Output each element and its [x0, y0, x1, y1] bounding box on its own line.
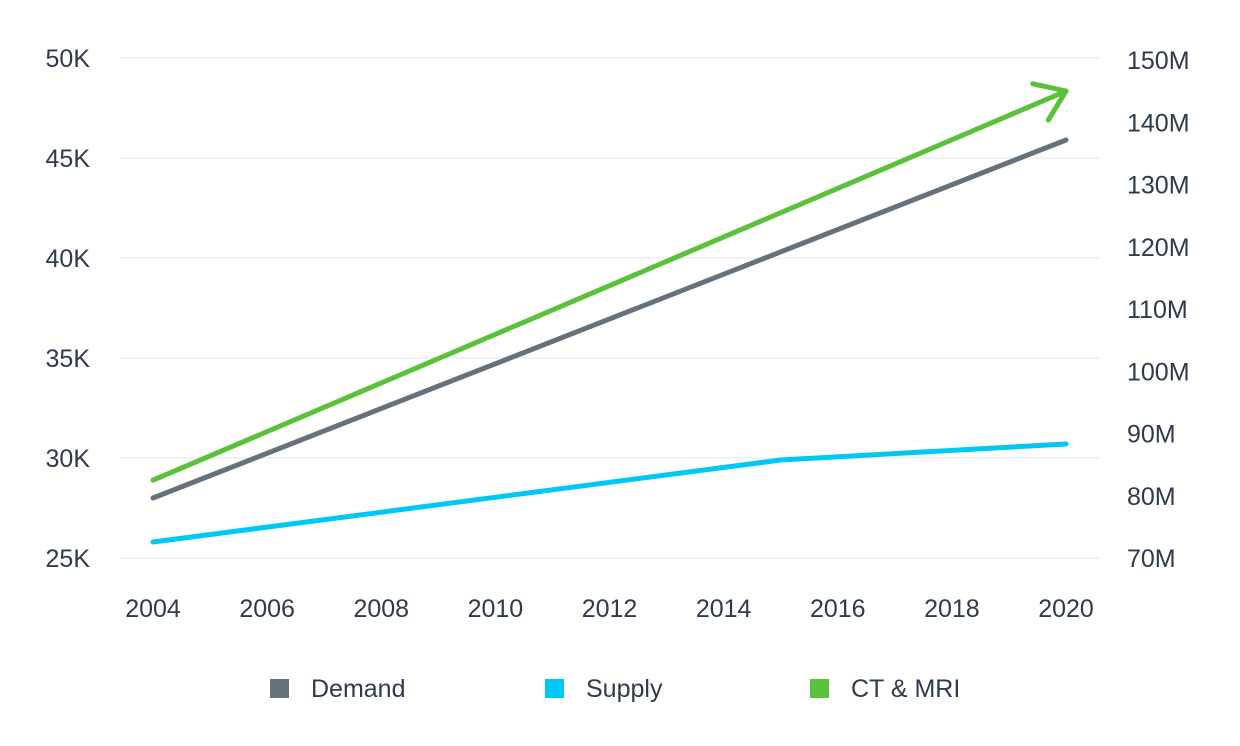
y-axis-left: 25K 30K 35K 40K 45K 50K	[46, 45, 91, 573]
legend-swatch-supply	[545, 679, 564, 698]
x-tick-label: 2010	[468, 595, 524, 623]
y-left-tick-label: 50K	[46, 45, 91, 73]
y-right-tick-label: 80M	[1127, 483, 1176, 511]
y-left-tick-label: 25K	[46, 545, 91, 573]
legend-swatch-ct-mri	[810, 679, 829, 698]
y-left-tick-label: 30K	[46, 445, 91, 473]
x-tick-label: 2016	[810, 595, 866, 623]
series-line-ct-mri	[150, 88, 1069, 483]
x-axis: 2004 2006 2008 2010 2012 2014 2016 2018 2020	[125, 595, 1094, 623]
series-arrowhead-ct-mri	[1030, 81, 1069, 123]
x-tick-label: 2020	[1038, 595, 1094, 623]
y-left-tick-label: 40K	[46, 245, 91, 273]
series-line-supply	[150, 441, 1069, 545]
legend-label-supply: Supply	[586, 675, 663, 703]
y-right-tick-label: 150M	[1127, 47, 1190, 75]
y-right-tick-label: 90M	[1127, 421, 1176, 449]
y-right-tick-label: 120M	[1127, 234, 1190, 262]
x-tick-label: 2012	[582, 595, 638, 623]
x-tick-label: 2006	[239, 595, 295, 623]
x-tick-label: 2014	[696, 595, 752, 623]
x-tick-label: 2008	[353, 595, 409, 623]
y-right-tick-label: 140M	[1127, 109, 1190, 137]
x-tick-label: 2004	[125, 595, 181, 623]
y-right-tick-label: 100M	[1127, 358, 1190, 386]
legend: Demand Supply CT & MRI	[270, 675, 960, 703]
series-lines	[150, 81, 1069, 545]
y-axis-right: 70M 80M 90M 100M 110M 120M 130M 140M 150M	[1127, 47, 1190, 573]
legend-label-ct-mri: CT & MRI	[851, 675, 960, 703]
gridlines	[120, 57, 1100, 559]
y-left-tick-label: 45K	[46, 145, 91, 173]
x-tick-label: 2018	[924, 595, 980, 623]
y-right-tick-label: 70M	[1127, 545, 1176, 573]
legend-swatch-demand	[270, 679, 289, 698]
legend-label-demand: Demand	[311, 675, 406, 703]
y-right-tick-label: 130M	[1127, 172, 1190, 200]
y-right-tick-label: 110M	[1127, 296, 1188, 324]
y-left-tick-label: 35K	[46, 345, 91, 373]
series-line-demand	[150, 137, 1069, 501]
